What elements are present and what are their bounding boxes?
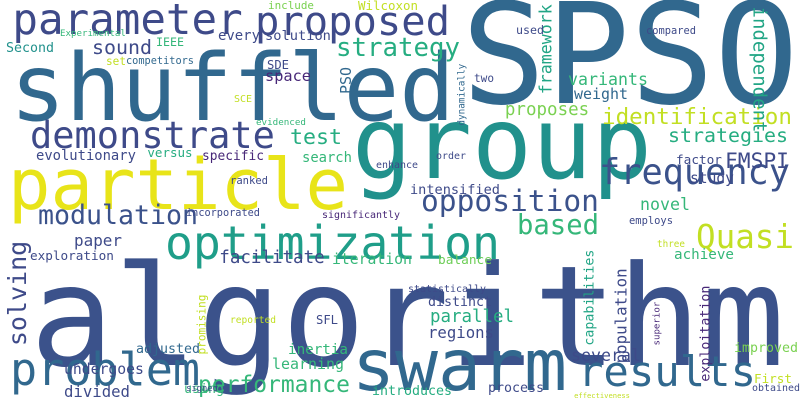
word-study: study	[690, 169, 734, 187]
word-spso: SPSO	[461, 0, 799, 137]
word-divided: divided	[64, 382, 130, 400]
word-statistically: statistically	[408, 284, 487, 295]
word-exploration: exploration	[30, 247, 114, 263]
word-space: space	[265, 67, 311, 86]
word-learning: learning	[272, 354, 344, 373]
word-quasi: Quasi	[696, 217, 794, 256]
word-proposed: proposed	[255, 0, 450, 45]
word-opposition: opposition	[421, 184, 599, 219]
word-novel: novel	[640, 194, 690, 214]
word-achieve: achieve	[674, 246, 734, 263]
word-wilcoxon: Wilcoxon	[358, 0, 418, 13]
word-first: First	[754, 370, 792, 386]
word-sde: SDE	[267, 57, 289, 72]
word-proposes: proposes	[504, 100, 590, 121]
word-framework: framework	[536, 3, 556, 94]
word-evolutionary: evolutionary	[36, 148, 136, 165]
word-demonstrate: demonstrate	[30, 113, 275, 157]
word-ieee: IEEE	[156, 35, 184, 50]
word-promising: promising	[195, 294, 209, 355]
word-used: used	[516, 23, 544, 38]
word-search: search	[302, 150, 352, 167]
word-second: Second	[6, 41, 54, 57]
word-employs: employs	[629, 214, 673, 227]
word-sfl: SFL	[316, 312, 338, 327]
word-parallel: parallel	[430, 307, 514, 328]
word-group: group	[352, 85, 652, 203]
word-factor: factor	[676, 152, 722, 168]
word-every: every	[218, 28, 260, 44]
word-exploitation: exploitation	[698, 286, 714, 383]
word-regions: regions	[428, 323, 494, 343]
word-two: two	[474, 71, 494, 85]
word-enhance: enhance	[376, 160, 419, 171]
word-superior: superior	[652, 301, 663, 346]
word-order: order	[436, 151, 467, 162]
word-frequency: frequency	[599, 151, 791, 193]
word-paper: paper	[74, 231, 122, 250]
word-identification: identification	[602, 103, 792, 130]
word-problem: problem	[10, 342, 200, 396]
word-specific: specific	[202, 148, 264, 164]
word-set: set	[106, 54, 126, 68]
word-incorporated: incorporated	[186, 206, 260, 219]
word-dynamically: dynamically	[456, 64, 468, 126]
word-pso: PSO	[336, 66, 355, 94]
word-iteration: iteration	[332, 250, 412, 268]
word-reported: reported	[230, 315, 276, 327]
word-swarm: swarm	[352, 324, 567, 400]
word-capabilities: capabilities	[582, 250, 598, 347]
word-weight: weight	[574, 84, 628, 103]
word-adjusted: adjusted	[136, 342, 200, 358]
word-sound: sound	[92, 36, 152, 59]
word-signed: signed	[186, 383, 218, 394]
word-strategies: strategies	[668, 124, 788, 147]
word-sce: SCE	[234, 94, 253, 105]
word-balance: balance	[438, 252, 492, 268]
word-fmspi: FMSPI	[725, 149, 789, 175]
word-include: include	[268, 0, 314, 12]
word-process: process	[488, 381, 544, 397]
word-introduces: introduces	[372, 384, 452, 400]
word-variants: variants	[568, 69, 648, 89]
word-compared: compared	[646, 24, 696, 37]
word-obtained: obtained	[752, 383, 800, 394]
word-effectiveness: effectiveness	[574, 391, 630, 400]
word-undergoes: undergoes	[64, 360, 144, 378]
word-modulation: modulation	[38, 199, 199, 231]
word-using: using	[184, 382, 224, 398]
word-algorithm: algorithm	[30, 236, 785, 399]
word-facilitate: facilitate	[219, 248, 325, 269]
word-distinct: distinct	[428, 295, 492, 311]
word-experimental: Experimental	[60, 29, 126, 40]
word-performance: performance	[198, 371, 350, 398]
word-improved: improved	[734, 341, 798, 357]
word-several: several	[571, 345, 641, 365]
word-based: based	[517, 210, 599, 242]
word-strategy: strategy	[336, 32, 461, 63]
word-optimization: optimization	[165, 215, 500, 270]
word-evidenced: evidenced	[256, 117, 306, 129]
word-results: results	[578, 346, 756, 396]
word-versus: versus	[147, 144, 193, 160]
word-shuffled: shuffled	[10, 33, 455, 142]
word-three: three	[657, 239, 685, 251]
word-test: test	[290, 125, 342, 151]
word-parameter: parameter	[12, 0, 243, 45]
word-solving: solving	[3, 240, 33, 346]
word-competitors: competitors	[126, 54, 194, 67]
word-particle: particle	[8, 142, 348, 226]
word-independent: independent	[748, 6, 771, 132]
word-intensified: intensified	[410, 182, 500, 199]
word-solution: solution	[265, 28, 331, 45]
word-significantly: significantly	[322, 210, 401, 221]
word-ranked: ranked	[230, 174, 268, 187]
word-inertia: inertia	[288, 341, 348, 358]
